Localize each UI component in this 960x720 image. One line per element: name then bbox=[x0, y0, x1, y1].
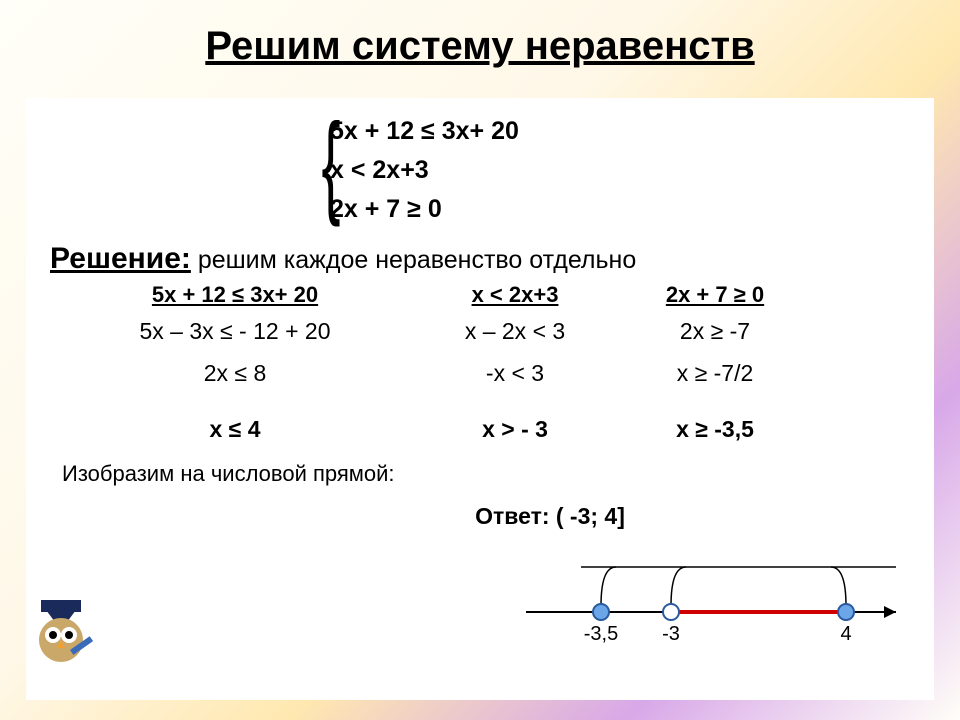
col3-step2: x ≥ -7/2 bbox=[610, 356, 820, 392]
system-line-2: x < 2x+3 bbox=[330, 151, 910, 190]
mascot-icon bbox=[26, 600, 96, 670]
col2-header: x < 2x+3 bbox=[420, 282, 610, 308]
col3-result: x ≥ -3,5 bbox=[610, 416, 820, 443]
col1-header: 5x + 12 ≤ 3x+ 20 bbox=[50, 282, 420, 308]
system-line-1: 5x + 12 ≤ 3x+ 20 bbox=[330, 112, 910, 151]
svg-text:-3: -3 bbox=[662, 623, 680, 645]
col2-step1: x – 2x < 3 bbox=[420, 314, 610, 350]
work-results: x ≤ 4 x > - 3 x ≥ -3,5 bbox=[50, 398, 910, 443]
work-step1: 5x – 3x ≤ - 12 + 20 x – 2x < 3 2x ≥ -7 bbox=[50, 314, 910, 350]
brace-icon: { bbox=[322, 108, 341, 222]
solution-heading: Решение: решим каждое неравенство отдель… bbox=[50, 242, 910, 276]
svg-text:4: 4 bbox=[840, 623, 851, 645]
col3-step1: 2x ≥ -7 bbox=[610, 314, 820, 350]
col1-step2: 2x ≤ 8 bbox=[50, 356, 420, 392]
col2-step2: -x < 3 bbox=[420, 356, 610, 392]
work-step2: 2x ≤ 8 -x < 3 x ≥ -7/2 bbox=[50, 356, 910, 392]
col1-result: x ≤ 4 bbox=[50, 416, 420, 443]
answer: Ответ: ( -3; 4] bbox=[190, 503, 910, 530]
work-headers: 5x + 12 ≤ 3x+ 20 x < 2x+3 2x + 7 ≥ 0 bbox=[50, 282, 910, 308]
numberline-label: Изобразим на числовой прямой: bbox=[62, 461, 910, 487]
page-title: Решим систему неравенств bbox=[0, 24, 960, 69]
solution-rest: решим каждое неравенство отдельно bbox=[191, 246, 636, 274]
col3-header: 2x + 7 ≥ 0 bbox=[610, 282, 820, 308]
col2-result: x > - 3 bbox=[420, 416, 610, 443]
content-box: { 5x + 12 ≤ 3x+ 20 x < 2x+3 2x + 7 ≥ 0 Р… bbox=[26, 98, 934, 700]
svg-text:-3,5: -3,5 bbox=[584, 623, 618, 645]
system-line-3: 2x + 7 ≥ 0 bbox=[330, 190, 910, 229]
col1-step1: 5x – 3x ≤ - 12 + 20 bbox=[50, 314, 420, 350]
solution-label: Решение: bbox=[50, 242, 191, 275]
system-block: { 5x + 12 ≤ 3x+ 20 x < 2x+3 2x + 7 ≥ 0 bbox=[330, 112, 910, 228]
numberline: -3,5 -3 4 bbox=[506, 562, 906, 652]
